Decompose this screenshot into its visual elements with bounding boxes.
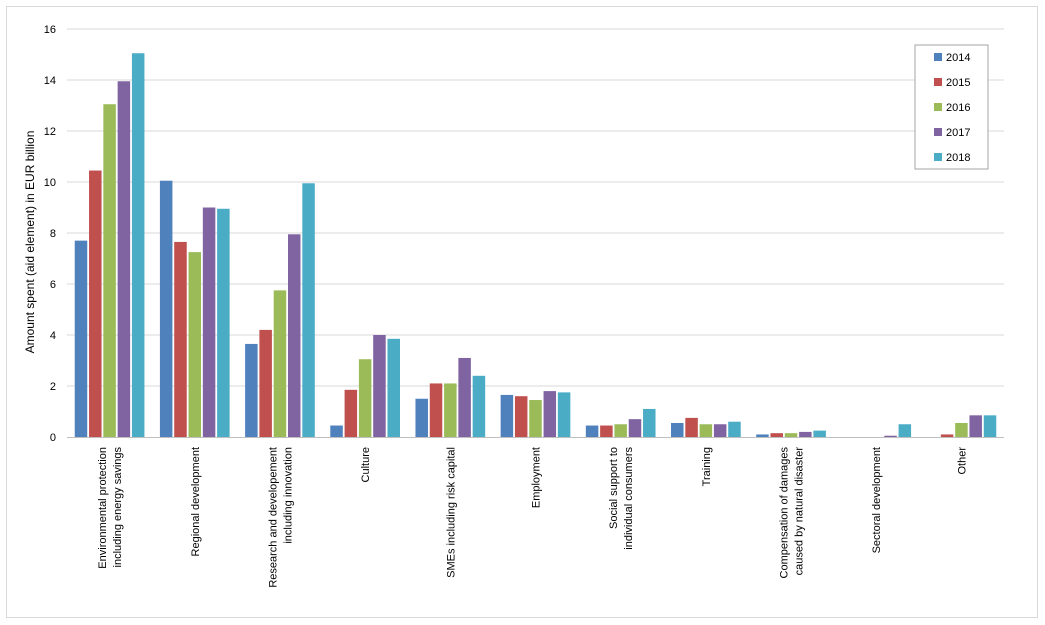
y-tick-label: 6: [50, 279, 56, 291]
bar-2014-8: [671, 422, 684, 437]
x-category-label: Other: [956, 447, 968, 475]
legend-swatch-2016: [934, 103, 942, 111]
y-tick-label: 14: [44, 75, 56, 87]
x-category-label: Compensation of damages: [779, 447, 791, 579]
bar-2015-11: [940, 434, 954, 437]
legend-swatch-2017: [934, 128, 942, 136]
x-category-label: Employment: [531, 447, 543, 508]
y-axis-tick-labels: 0 2 4 6 8 10 12 14 16: [44, 24, 56, 444]
x-category-label: Training: [701, 447, 713, 486]
legend-swatch-2015: [934, 78, 942, 86]
bar-2016-2: [188, 252, 202, 437]
bar-2017-3: [288, 234, 301, 437]
bar-2018-5: [472, 375, 486, 437]
x-category-label: Culture: [360, 447, 372, 482]
y-tick-label: 0: [50, 432, 56, 444]
bar-2016-11: [955, 422, 968, 437]
bar-2017-6: [543, 391, 557, 437]
x-category-label: including innovation: [282, 447, 294, 544]
bar-2017-1: [117, 81, 131, 438]
y-axis-label: Amount spent (aid element) in EUR billio…: [23, 131, 37, 354]
bar-2015-5: [429, 383, 443, 437]
bar-2017-8: [713, 424, 727, 437]
x-category-label: SMEs including risk capital: [445, 447, 457, 578]
legend-swatch-2014: [934, 53, 942, 61]
bar-2018-3: [302, 183, 315, 437]
bar-2018-4: [387, 338, 400, 437]
y-tick-label: 12: [44, 126, 56, 138]
bar-2014-2: [159, 180, 173, 437]
bar-2017-10: [884, 435, 897, 437]
bar-2015-2: [174, 241, 187, 437]
bar-2015-8: [685, 417, 698, 437]
legend-label-2014: 2014: [946, 52, 970, 64]
bar-2017-2: [202, 207, 216, 437]
bar-2018-9: [813, 430, 826, 437]
x-category-label: Regional development: [190, 447, 202, 556]
bar-2015-3: [259, 329, 272, 437]
bar-2016-7: [614, 424, 627, 437]
bar-2014-1: [74, 240, 88, 437]
bar-2018-11: [983, 415, 997, 437]
y-tick-label: 16: [44, 24, 56, 36]
x-category-label: individual consumers: [623, 447, 635, 550]
bar-2016-5: [444, 383, 457, 437]
bar-2015-1: [89, 170, 102, 437]
bar-2017-5: [458, 357, 471, 437]
bar-2015-9: [770, 433, 783, 437]
bar-2015-6: [514, 396, 528, 437]
bar-2016-4: [358, 359, 372, 437]
x-category-label: Social support to: [608, 447, 620, 529]
bar-2014-9: [756, 434, 769, 437]
bar-2015-4: [344, 389, 358, 437]
bar-2018-8: [728, 421, 741, 437]
y-tick-label: 4: [50, 330, 56, 342]
bar-2016-3: [273, 290, 287, 437]
bar-2018-2: [217, 208, 230, 437]
bar-2016-1: [103, 104, 116, 437]
bar-2018-1: [131, 53, 145, 437]
x-category-label: Sectoral development: [871, 447, 883, 553]
bar-2016-9: [784, 433, 798, 437]
bar-2017-7: [628, 419, 642, 437]
bars: [74, 53, 997, 438]
y-tick-label: 2: [50, 381, 56, 393]
bar-2017-11: [969, 415, 982, 437]
bar-2017-4: [373, 335, 386, 437]
legend-swatch-2018: [934, 153, 942, 161]
x-category-label: Research and developement: [267, 447, 279, 588]
x-category-label: Environmental protection: [97, 447, 109, 569]
legend: 2014 2015 2016 2017 2018: [914, 44, 989, 170]
legend-label-2016: 2016: [946, 102, 970, 114]
y-tick-label: 10: [44, 177, 56, 189]
bar-2016-8: [699, 424, 713, 437]
bar-2014-6: [500, 394, 514, 437]
legend-label-2017: 2017: [946, 127, 970, 139]
bar-2016-6: [529, 400, 542, 437]
bar-2014-3: [245, 343, 258, 437]
bar-2018-7: [643, 408, 656, 437]
bar-2017-9: [799, 431, 812, 437]
bar-2014-7: [585, 425, 599, 437]
x-category-label: caused by natural disaster: [794, 447, 806, 576]
bar-2018-10: [898, 424, 912, 437]
bar-2018-6: [557, 392, 571, 437]
legend-label-2018: 2018: [946, 152, 970, 164]
bar-2014-4: [330, 425, 343, 437]
legend-box: [914, 44, 989, 170]
bar-2015-7: [600, 425, 613, 437]
bar-2014-5: [415, 398, 428, 437]
y-tick-label: 8: [50, 228, 56, 240]
legend-label-2015: 2015: [946, 77, 970, 89]
x-category-label: including energy savings: [112, 447, 124, 568]
x-axis-category-labels: Environmental protection including energy…: [97, 447, 968, 588]
